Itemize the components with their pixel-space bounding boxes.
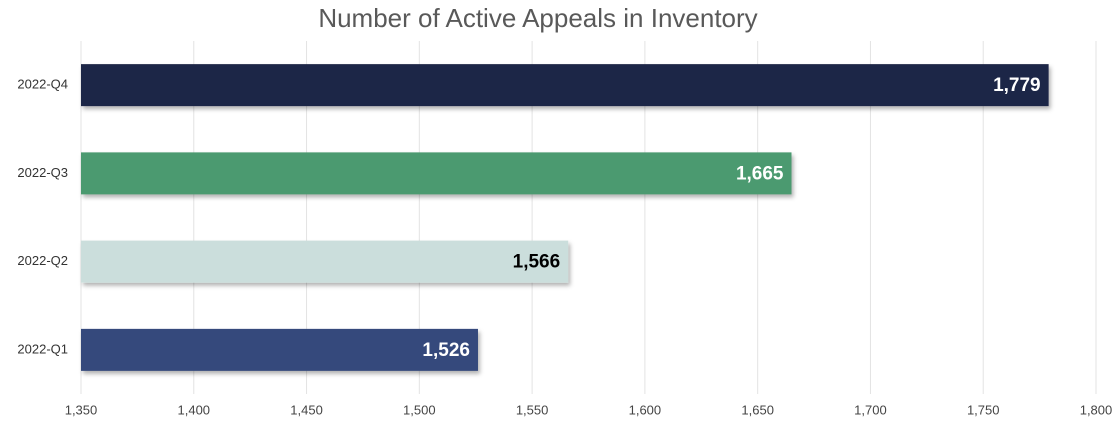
bar [81,152,792,195]
y-tick-label: 2022-Q3 [17,165,68,180]
x-tick-label: 1,700 [854,402,887,417]
x-tick-label: 1,750 [967,402,1000,417]
x-tick-label: 1,800 [1080,402,1113,417]
chart-title: Number of Active Appeals in Inventory [318,3,757,33]
x-tick-label: 1,400 [178,402,211,417]
x-tick-label: 1,450 [290,402,323,417]
value-label: 1,665 [736,163,784,184]
bar [81,328,478,371]
bar [81,64,1049,107]
x-tick-label: 1,600 [629,402,662,417]
value-label: 1,566 [513,252,561,273]
x-tick-label: 1,350 [65,402,98,417]
value-label: 1,526 [422,340,470,361]
y-tick-label: 2022-Q1 [17,341,68,356]
y-tick-label: 2022-Q2 [17,253,68,268]
x-tick-label: 1,650 [741,402,774,417]
value-label: 1,779 [993,75,1041,96]
x-tick-label: 1,550 [516,402,549,417]
y-tick-label: 2022-Q4 [17,77,68,92]
x-tick-label: 1,500 [403,402,436,417]
bar [81,240,569,283]
